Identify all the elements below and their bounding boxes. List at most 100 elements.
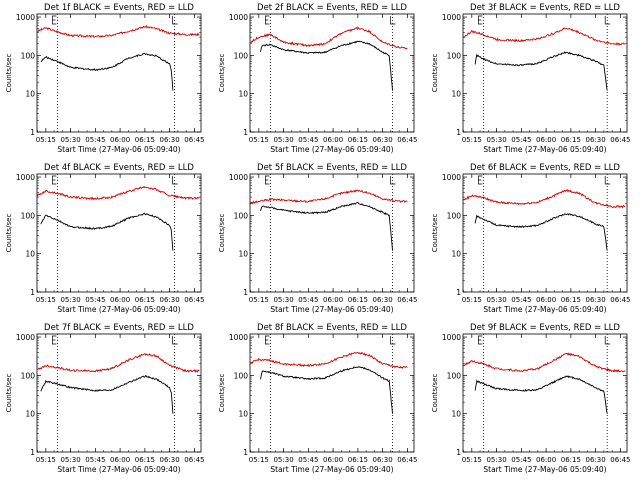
x-tick-label: 06:30	[586, 456, 606, 464]
x-axis-label: Start Time (27-May-06 05:09:40)	[270, 465, 393, 474]
chart-panel: Det 7f BLACK = Events, RED = LLD 1 10 100 10…	[0, 320, 213, 480]
x-tick-label: 05:15	[462, 456, 482, 464]
y-tick-label: 1000	[442, 13, 461, 22]
y-axis-label: Counts/sec	[5, 54, 13, 93]
chart-panel: Det 5f BLACK = Events, RED = LLD 1 10 100 10…	[213, 160, 426, 320]
interval-start-glyph	[478, 335, 483, 345]
x-axis-label: Start Time (27-May-06 05:09:40)	[57, 305, 180, 314]
chart-title: Det 6f BLACK = Events, RED = LLD	[470, 163, 620, 173]
y-tick-label: 1	[456, 128, 461, 137]
x-tick-label: 06:30	[586, 136, 606, 144]
lld-series-line	[463, 188, 626, 209]
y-tick-label: 1000	[229, 333, 248, 342]
y-axis-label: Counts/sec	[431, 374, 439, 413]
x-tick-label: 05:45	[85, 456, 105, 464]
chart-svg: Det 9f BLACK = Events, RED = LLD 1 10 100 10…	[431, 323, 630, 474]
plot-frame	[249, 333, 415, 453]
x-tick-label: 06:00	[110, 136, 130, 144]
interval-start-glyph	[52, 15, 57, 25]
interval-start-glyph	[265, 175, 270, 185]
x-tick-label: 05:30	[273, 136, 293, 144]
chart-panel: Det 4f BLACK = Events, RED = LLD 1 10 100 10…	[0, 160, 213, 320]
events-series-line	[474, 213, 608, 251]
x-tick-label: 06:45	[184, 296, 204, 304]
x-axis-label: Start Time (27-May-06 05:09:40)	[270, 305, 393, 314]
chart-panel: Det 8f BLACK = Events, RED = LLD 1 10 100 10…	[213, 320, 426, 480]
x-tick-label: 05:45	[85, 296, 105, 304]
x-tick-label: 06:45	[610, 136, 630, 144]
y-tick-label: 1	[243, 288, 248, 297]
lld-series-line	[250, 351, 408, 369]
y-tick-label: 1000	[442, 173, 461, 182]
x-tick-label: 05:30	[486, 456, 506, 464]
chart-svg: Det 1f BLACK = Events, RED = LLD 1 10 100 10…	[5, 3, 204, 154]
y-axis-label: Counts/sec	[218, 374, 226, 413]
x-tick-label: 05:30	[60, 456, 80, 464]
x-tick-label: 05:15	[462, 296, 482, 304]
y-tick-label: 10	[238, 90, 248, 99]
x-tick-label: 05:15	[36, 296, 56, 304]
x-tick-label: 05:30	[60, 136, 80, 144]
x-tick-label: 06:00	[323, 456, 343, 464]
y-axis-label: Counts/sec	[5, 214, 13, 253]
y-tick-label: 100	[447, 211, 462, 220]
y-tick-label: 100	[447, 51, 462, 60]
y-tick-label: 1000	[16, 173, 35, 182]
interval-start-glyph	[265, 335, 270, 345]
x-tick-label: 06:45	[610, 456, 630, 464]
x-tick-label: 05:45	[511, 456, 531, 464]
x-tick-label: 05:15	[36, 136, 56, 144]
y-tick-label: 1	[30, 288, 35, 297]
x-tick-label: 06:30	[160, 456, 180, 464]
x-tick-label: 06:15	[348, 296, 368, 304]
x-tick-label: 06:15	[561, 456, 581, 464]
y-tick-label: 100	[447, 371, 462, 380]
chart-svg: Det 8f BLACK = Events, RED = LLD 1 10 100 10…	[218, 323, 417, 474]
x-axis-label: Start Time (27-May-06 05:09:40)	[57, 145, 180, 154]
lld-series-line	[463, 27, 626, 46]
y-tick-label: 100	[234, 211, 249, 220]
plot-frame	[36, 173, 202, 293]
interval-start-glyph	[52, 175, 57, 185]
x-tick-label: 06:15	[135, 296, 155, 304]
chart-title: Det 2f BLACK = Events, RED = LLD	[257, 3, 407, 13]
y-tick-label: 1	[456, 288, 461, 297]
x-tick-label: 06:00	[110, 456, 130, 464]
x-tick-label: 06:30	[373, 136, 393, 144]
plot-frame	[249, 13, 415, 133]
interval-end-glyph	[604, 16, 611, 25]
x-tick-label: 05:30	[273, 296, 293, 304]
x-tick-label: 06:30	[160, 296, 180, 304]
interval-end-glyph	[390, 336, 396, 345]
lld-series-line	[250, 25, 408, 50]
chart-svg: Det 5f BLACK = Events, RED = LLD 1 10 100 10…	[218, 163, 417, 314]
x-tick-label: 06:30	[586, 296, 606, 304]
y-tick-label: 100	[234, 51, 249, 60]
interval-end-glyph	[604, 176, 611, 185]
chart-title: Det 4f BLACK = Events, RED = LLD	[44, 163, 194, 173]
x-tick-label: 06:15	[561, 136, 581, 144]
events-series-line	[260, 201, 393, 251]
plot-frame	[36, 13, 202, 133]
x-tick-label: 05:15	[249, 296, 269, 304]
interval-start-glyph	[265, 15, 270, 25]
x-tick-label: 06:45	[610, 296, 630, 304]
x-tick-label: 05:30	[273, 456, 293, 464]
plot-frame	[462, 173, 628, 293]
chart-svg: Det 2f BLACK = Events, RED = LLD 1 10 100 10…	[218, 3, 417, 154]
interval-start-glyph	[478, 15, 483, 25]
x-tick-label: 06:45	[397, 296, 417, 304]
y-tick-label: 100	[21, 211, 36, 220]
interval-end-glyph	[390, 16, 396, 25]
lld-series-line	[463, 352, 626, 373]
y-tick-label: 1000	[16, 13, 35, 22]
interval-start-glyph	[478, 175, 483, 185]
x-tick-label: 05:30	[486, 296, 506, 304]
x-tick-label: 06:15	[348, 456, 368, 464]
x-tick-label: 05:15	[249, 456, 269, 464]
x-tick-label: 06:45	[397, 136, 417, 144]
interval-end-glyph	[172, 176, 178, 185]
y-tick-label: 1	[30, 448, 35, 457]
chart-panel: Det 2f BLACK = Events, RED = LLD 1 10 100 10…	[213, 0, 426, 160]
y-tick-label: 100	[21, 51, 36, 60]
